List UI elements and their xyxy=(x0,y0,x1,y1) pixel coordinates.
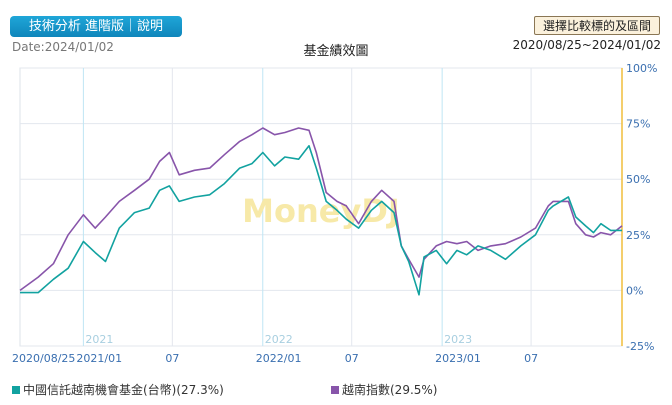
x-tick-label: 2020/08/25 xyxy=(12,352,75,365)
y-tick-label: 50% xyxy=(626,173,650,186)
x-tick-label: 07 xyxy=(165,352,179,365)
date-range-label: 2020/08/25~2024/01/02 xyxy=(512,38,661,52)
chart-title: 基金績效圖 xyxy=(303,44,369,59)
y-tick-label: 25% xyxy=(626,229,650,242)
year-label: 2023 xyxy=(444,333,472,346)
legend-label-index: 越南指數(29.5%) xyxy=(342,383,438,397)
data-date-label: Date:2024/01/02 xyxy=(12,40,114,54)
x-tick-label: 07 xyxy=(524,352,538,365)
fund-series-line xyxy=(20,145,622,296)
index-series-line xyxy=(19,127,623,292)
select-comparison-button[interactable]: 選擇比較標的及區間 xyxy=(534,16,660,35)
x-tick-label: 2021/01 xyxy=(76,352,122,365)
x-tick-label: 2022/01 xyxy=(256,352,302,365)
x-tick-label: 07 xyxy=(345,352,359,365)
legend-swatch-fund xyxy=(12,386,20,394)
moneydj-watermark: MoneyDJ xyxy=(242,192,400,230)
legend-swatch-index xyxy=(331,386,339,394)
technical-analysis-tab-button[interactable]: 技術分析 進階版｜說明 xyxy=(10,16,182,37)
year-label: 2021 xyxy=(85,333,113,346)
legend-item-fund: 中國信託越南機會基金(台幣)(27.3%) xyxy=(12,381,224,398)
y-tick-label: 75% xyxy=(626,118,650,131)
legend-label-fund: 中國信託越南機會基金(台幣)(27.3%) xyxy=(23,383,224,397)
x-tick-label: 2023/01 xyxy=(435,352,481,365)
y-tick-label: 100% xyxy=(626,62,657,75)
y-tick-label: 0% xyxy=(626,284,643,297)
y-tick-label: -25% xyxy=(626,340,654,353)
legend-item-index: 越南指數(29.5%) xyxy=(331,381,438,398)
year-label: 2022 xyxy=(265,333,293,346)
